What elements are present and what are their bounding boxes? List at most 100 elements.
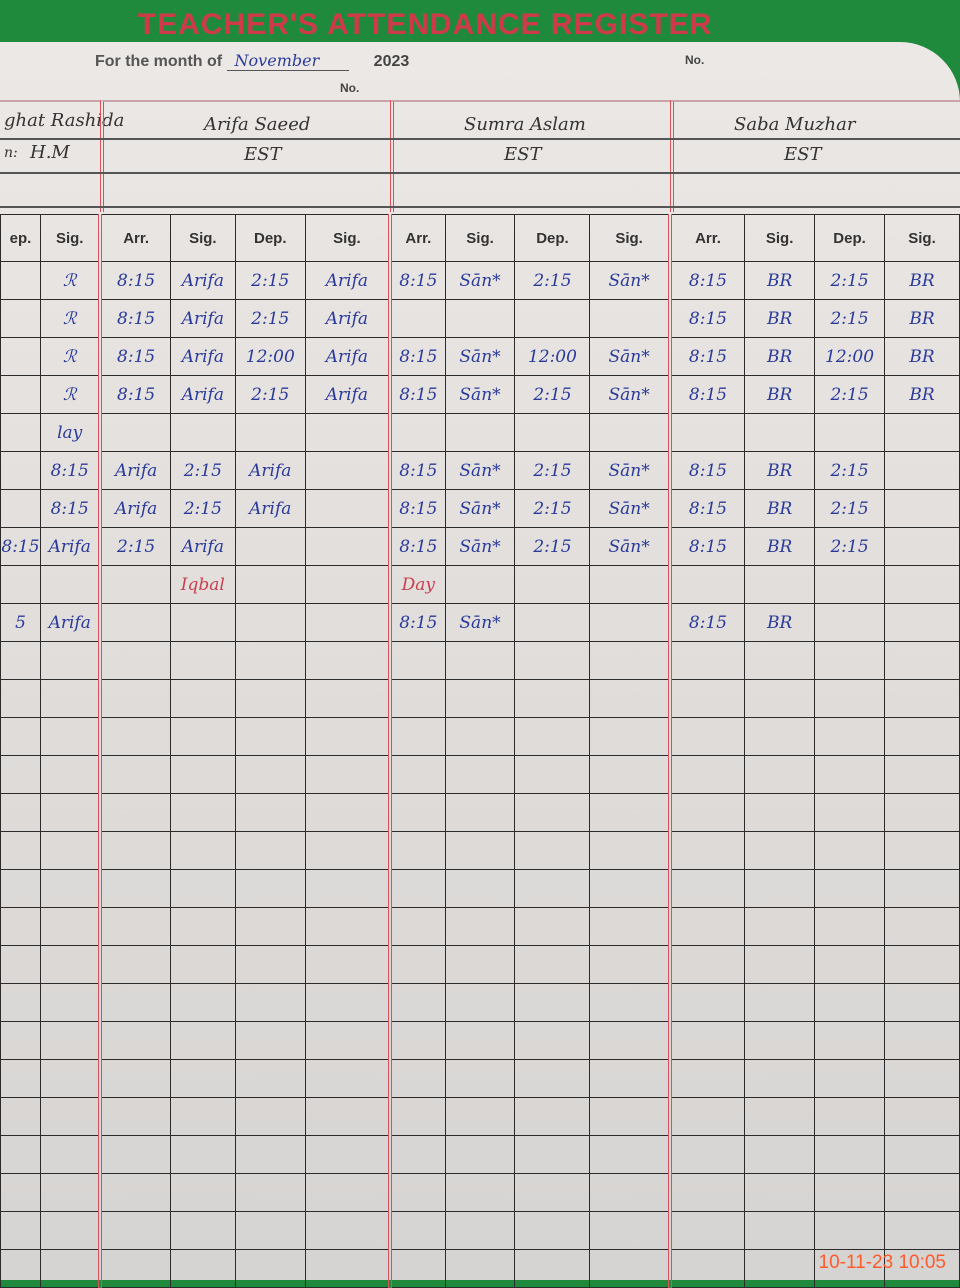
table-cell [388,945,446,984]
divider [0,172,960,174]
table-cell [39,1135,101,1174]
table-cell [589,831,671,870]
table-cell [514,793,591,832]
table-cell [388,831,446,870]
table-cell [39,755,101,794]
table-cell [589,869,671,908]
table-cell [304,527,391,566]
table-cell [169,755,236,794]
table-row: lay [0,413,960,452]
table-cell [169,1249,236,1288]
table-cell [0,717,41,756]
table-cell [388,679,446,718]
table-cell [884,831,960,870]
table-cell [304,945,391,984]
teacher-designation: EST [784,144,822,165]
column-header: Dep. [814,214,886,262]
table-row [0,793,960,832]
table-cell [388,641,446,680]
table-cell: 8:15 [667,603,746,642]
table-cell [884,755,960,794]
table-cell [744,983,816,1022]
attendance-grid: ep. Sig. Arr. Sig. Dep. Sig. Arr. Sig. Dep. Sig. A… [0,214,960,1288]
table-cell [667,869,746,908]
table-cell [234,983,306,1022]
table-cell: 2:15 [98,527,171,566]
table-cell [589,565,671,604]
table-cell [169,1059,236,1098]
table-cell [234,869,306,908]
table-cell [444,1211,516,1250]
table-cell: Arifa [98,451,171,490]
table-cell: ℛ [39,261,101,300]
table-cell [98,679,171,718]
table-cell [39,1173,101,1212]
table-cell [884,413,960,452]
table-cell [514,907,591,946]
table-cell [234,641,306,680]
table-cell: 8:15 [667,261,746,300]
table-cell [304,1173,391,1212]
table-cell [589,413,671,452]
table-cell [589,1059,671,1098]
table-cell [884,717,960,756]
table-cell [744,907,816,946]
table-cell [667,1211,746,1250]
table-cell [814,945,886,984]
table-cell [169,869,236,908]
table-cell [444,755,516,794]
table-cell [514,1021,591,1060]
table-cell: Arifa [169,299,236,338]
table-cell [514,1059,591,1098]
table-cell [234,679,306,718]
table-cell [39,1059,101,1098]
table-cell: 8:15 [388,337,446,376]
table-cell: ℛ [39,337,101,376]
table-cell [667,717,746,756]
table-cell: Sān* [589,375,671,414]
table-cell: Arifa [304,299,391,338]
register-page: TEACHER'S ATTENDANCE REGISTER For the mo… [0,8,960,1288]
table-cell [667,565,746,604]
table-cell [744,869,816,908]
table-cell [98,717,171,756]
table-cell [514,1211,591,1250]
table-cell [444,1173,516,1212]
table-cell [444,641,516,680]
teacher-name: Arifa Saeed [204,114,311,135]
table-cell [814,679,886,718]
table-cell [444,1249,516,1288]
table-cell [304,641,391,680]
table-cell [884,489,960,528]
table-cell [884,945,960,984]
table-cell [234,793,306,832]
table-cell: 8:15 [98,375,171,414]
table-cell [514,717,591,756]
table-cell: Sān* [589,261,671,300]
table-cell [744,1021,816,1060]
table-cell [98,945,171,984]
table-cell [304,1135,391,1174]
table-cell [304,603,391,642]
table-row: ℛ 8:15 Arifa 12:00 Arifa 8:15 Sān* 12:00 Sān* 8:1… [0,337,960,376]
table-cell [234,1135,306,1174]
table-cell [744,413,816,452]
table-cell [744,1097,816,1136]
table-cell [744,755,816,794]
table-cell: 12:00 [814,337,886,376]
table-cell: 8:15 [388,261,446,300]
table-cell [814,869,886,908]
table-cell [814,413,886,452]
table-cell [98,793,171,832]
table-cell [589,641,671,680]
table-cell [514,869,591,908]
table-cell [744,565,816,604]
table-cell [444,831,516,870]
table-cell [0,337,41,376]
table-cell [169,831,236,870]
table-cell [98,831,171,870]
table-cell: BR [744,451,816,490]
table-cell [39,679,101,718]
table-cell [234,527,306,566]
teacher-designation: H.M [30,142,70,163]
